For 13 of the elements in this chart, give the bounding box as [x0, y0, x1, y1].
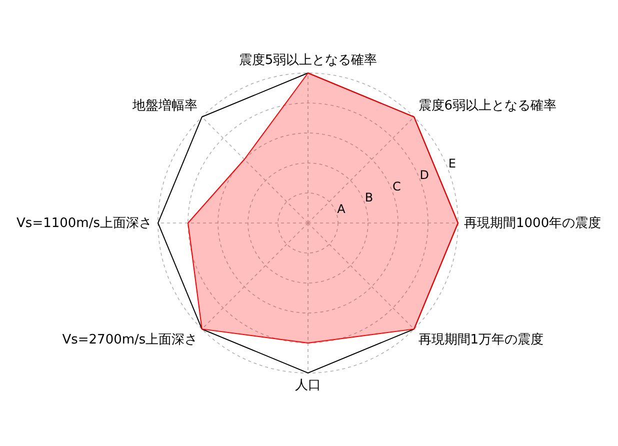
- spoke-label: 再現期間1万年の震度: [418, 331, 544, 348]
- y-tick-label: D: [420, 168, 430, 182]
- spoke-label: 人口: [295, 378, 321, 393]
- y-tick-label: A: [337, 202, 346, 216]
- spoke-label: 震度6弱以上となる確率: [418, 98, 557, 114]
- spoke-label: Vs=1100m/s上面深さ: [16, 216, 152, 231]
- y-tick-label: E: [448, 156, 456, 170]
- spoke-label: Vs=2700m/s上面深さ: [62, 332, 198, 348]
- spoke-label: 震度5弱以上となる確率: [238, 52, 378, 68]
- spoke-label: 地盤増幅率: [132, 98, 198, 114]
- y-tick-label: B: [364, 190, 374, 205]
- y-tick-label: C: [392, 179, 401, 194]
- spoke-label: 再現期間1000年の震度: [464, 215, 602, 231]
